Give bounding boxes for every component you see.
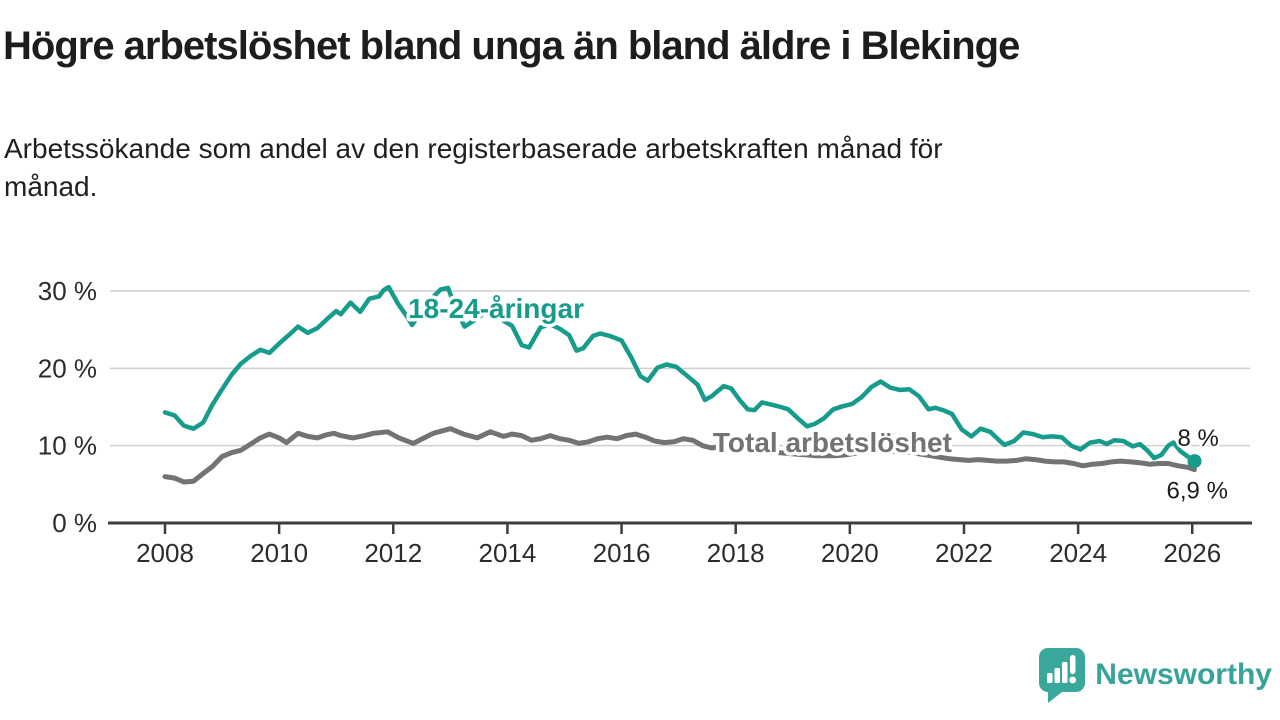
x-tick-label-2018: 2018 [707,538,765,568]
x-tick-label-2012: 2012 [364,538,422,568]
x-tick-label-2008: 2008 [136,538,194,568]
series-end-dot-18-24-åringar [1187,454,1202,469]
logo-exclamation-bar [1070,655,1076,674]
series-label-Total arbetslöshet: Total arbetslöshet [713,427,952,458]
y-tick-label-30: 30 % [38,276,97,306]
brand-footer: Newsworthy [1037,646,1272,704]
series-line-Total arbetslöshet [162,426,1197,485]
page-title: Högre arbetslöshet bland unga än bland ä… [3,24,1020,68]
x-tick-label-2026: 2026 [1163,538,1221,568]
series-line-18-24-åringar [162,284,1197,464]
x-tick-label-2020: 2020 [821,538,879,568]
logo-bar-3 [1062,662,1068,683]
y-tick-label-10: 10 % [38,431,97,461]
y-tick-label-20: 20 % [38,353,97,383]
logo-exclamation-dot [1069,676,1077,684]
subtitle-line-2: månad. [4,171,98,202]
end-value-label-18-24-åringar: 8 % [1178,425,1219,452]
series-label-18-24-åringar: 18-24-åringar [408,293,584,324]
x-tick-label-2022: 2022 [935,538,993,568]
subtitle-line-1: Arbetssökande som andel av den registerb… [4,133,943,164]
x-tick-label-2024: 2024 [1049,538,1107,568]
brand-name: Newsworthy [1095,658,1272,691]
x-tick-label-2016: 2016 [593,538,651,568]
logo-bar-2 [1054,668,1061,683]
logo-bar-1 [1047,673,1053,683]
y-tick-label-0: 0 % [52,508,97,538]
x-tick-label-2010: 2010 [250,538,308,568]
page-subtitle: Arbetssökande som andel av den registerb… [4,130,1214,206]
x-tick-label-2014: 2014 [478,538,536,568]
end-value-label-Total arbetslöshet: 6,9 % [1167,478,1228,505]
newsworthy-logo-icon [1039,648,1086,703]
